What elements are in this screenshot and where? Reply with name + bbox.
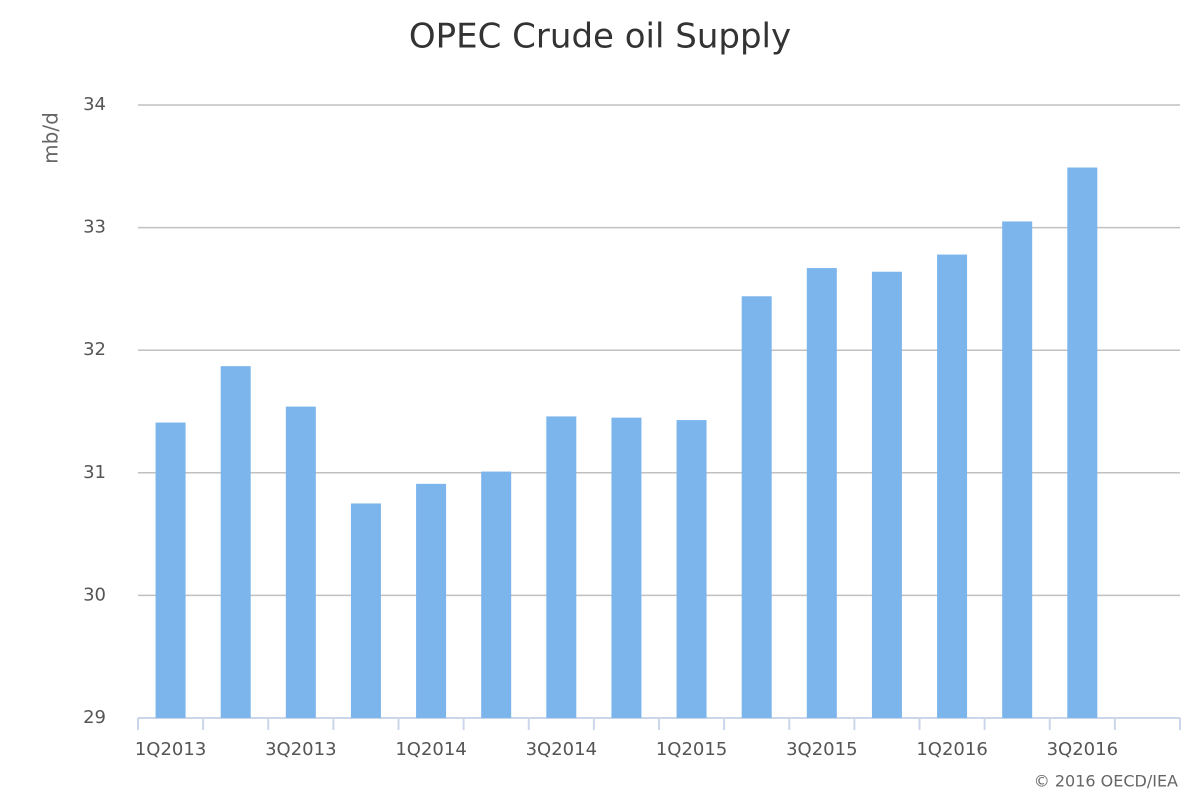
bar (416, 483, 447, 718)
bar (937, 254, 968, 718)
x-tick-label: 3Q2013 (265, 739, 336, 760)
x-tick-label: 3Q2016 (1047, 739, 1118, 760)
bar (871, 271, 902, 718)
x-tick-label: 3Q2014 (526, 739, 597, 760)
bar (546, 416, 577, 718)
bar (285, 406, 316, 718)
y-tick-label: 32 (83, 339, 106, 360)
bar (676, 420, 707, 718)
bar (350, 503, 381, 718)
y-tick-label: 33 (83, 217, 106, 238)
bar (1002, 221, 1033, 718)
bar (741, 296, 772, 718)
bar (1067, 167, 1098, 718)
y-tick-label: 34 (83, 94, 106, 115)
chart-title: OPEC Crude oil Supply (409, 17, 791, 57)
bar (481, 471, 512, 718)
bar (155, 422, 186, 718)
x-tick-label: 1Q2016 (916, 739, 987, 760)
x-tick-label: 1Q2013 (135, 739, 206, 760)
bar (220, 366, 251, 718)
y-axis-label: mb/d (39, 112, 63, 164)
x-tick-label: 1Q2015 (656, 739, 727, 760)
bar (806, 268, 837, 718)
y-tick-label: 29 (83, 707, 106, 728)
y-tick-label: 30 (83, 584, 106, 605)
x-tick-label: 1Q2014 (395, 739, 466, 760)
y-tick-label: 31 (83, 462, 106, 483)
bar (611, 417, 642, 718)
credit: © 2016 OECD/IEA (1034, 772, 1178, 791)
x-tick-label: 3Q2015 (786, 739, 857, 760)
